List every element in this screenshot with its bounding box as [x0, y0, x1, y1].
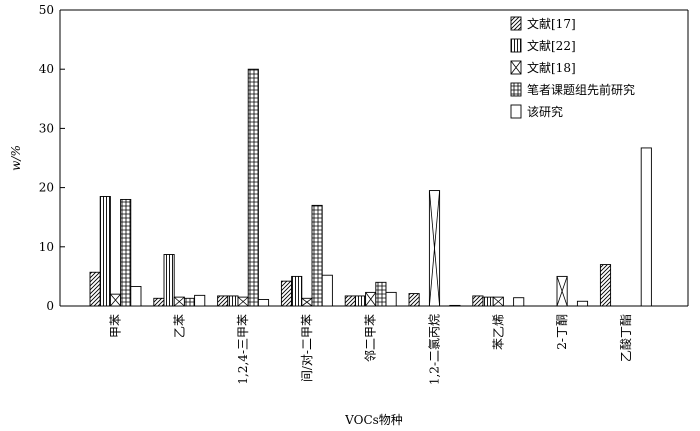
bar — [344, 295, 356, 307]
legend-label: 笔者课题组先前研究 — [527, 82, 635, 97]
bar-cross-hatch — [556, 276, 568, 307]
bar-cross-hatch — [173, 296, 185, 307]
legend-label: 文献[17] — [527, 16, 576, 31]
bars — [89, 68, 652, 307]
legend-swatch — [510, 104, 522, 119]
bar — [120, 198, 132, 307]
legend-label: 该研究 — [527, 104, 563, 119]
x-tick-label: 苯乙烯 — [491, 314, 505, 350]
bar — [291, 275, 303, 307]
bar — [163, 254, 175, 307]
bar — [311, 204, 323, 307]
x-tick-label: 甲苯 — [109, 314, 123, 338]
bar — [599, 264, 612, 307]
bar — [130, 286, 142, 307]
y-tick-label: 30 — [39, 121, 54, 135]
bar-cross-hatch — [301, 297, 313, 307]
bar — [153, 297, 165, 307]
y-tick-label: 20 — [39, 181, 54, 195]
bar-cross-hatch — [429, 190, 440, 307]
bar — [640, 147, 652, 307]
bar — [227, 295, 239, 307]
x-tick-labels: 甲苯 乙苯 1,2,4-三甲苯 间/对-二甲苯 邻二甲苯 1,2-二氯丙烷 苯乙烯 2-丁酮 乙… — [109, 314, 633, 385]
y-tick-label: 10 — [39, 240, 54, 254]
legend-swatch — [510, 16, 522, 31]
x-tick-label: 乙苯 — [172, 314, 186, 338]
x-tick-label: 邻二甲苯 — [364, 314, 378, 362]
bar — [89, 271, 101, 307]
x-tick-label: 2-丁酮 — [555, 314, 569, 350]
bar — [321, 274, 333, 307]
bar — [280, 280, 293, 307]
bar — [472, 295, 484, 307]
legend-swatch — [510, 82, 522, 97]
bar — [194, 294, 206, 307]
legend-swatch-cross — [510, 60, 522, 75]
x-tick-label: 1,2,4-三甲苯 — [236, 314, 250, 385]
x-tick-label: 乙酸丁酯 — [618, 314, 633, 362]
bar — [513, 297, 525, 307]
bar — [408, 293, 420, 307]
bar-cross-hatch — [237, 296, 249, 307]
bar — [99, 196, 111, 307]
x-tick-label: 间/对-二甲苯 — [300, 314, 314, 382]
bar — [183, 297, 196, 307]
bar — [247, 68, 259, 307]
bar — [375, 281, 387, 307]
bar — [482, 296, 494, 307]
bar — [576, 300, 589, 307]
axes — [59, 9, 689, 307]
legend-label: 文献[18] — [527, 60, 576, 75]
legend-label: 文献[22] — [527, 38, 576, 53]
bar — [257, 299, 270, 307]
bar-cross-hatch — [110, 293, 121, 307]
bar — [449, 304, 461, 307]
bar-cross-hatch — [492, 296, 504, 307]
x-axis-title: VOCs物种 — [344, 413, 403, 427]
x-tick-label: 1,2-二氯丙烷 — [428, 314, 442, 385]
y-tick-label: 40 — [39, 62, 54, 76]
y-ticks: 0 10 20 30 40 50 — [39, 3, 65, 313]
y-tick-label: 0 — [46, 299, 54, 313]
y-tick-label: 50 — [39, 3, 54, 17]
bar — [385, 291, 397, 307]
bar — [217, 295, 229, 307]
y-axis-title: w/% — [9, 145, 23, 171]
bar-cross-hatch — [365, 292, 377, 307]
legend-swatch — [510, 38, 522, 53]
bar — [354, 295, 367, 307]
